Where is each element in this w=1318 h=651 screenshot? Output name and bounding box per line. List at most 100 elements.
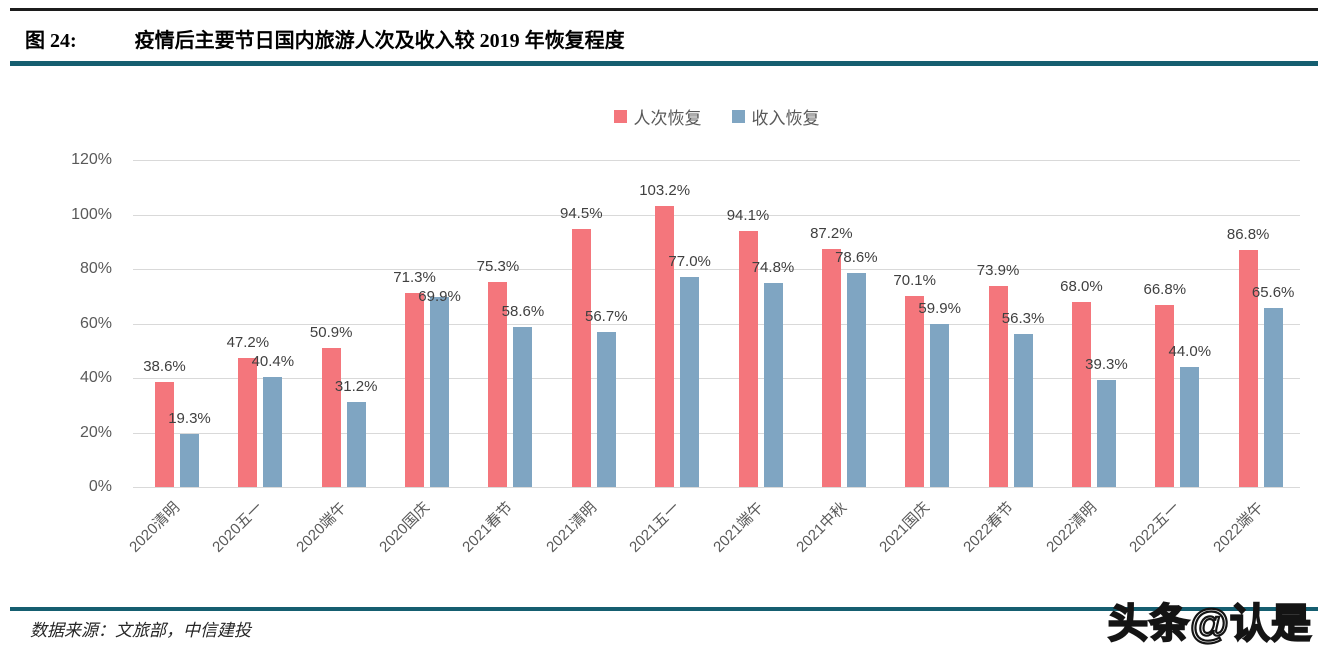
bar-收入恢复 bbox=[1013, 333, 1033, 487]
figure-header: 图 24: 疫情后主要节日国内旅游人次及收入较 2019 年恢复程度 bbox=[25, 24, 625, 53]
gridline bbox=[133, 269, 1300, 270]
bar-人次恢复 bbox=[1238, 250, 1258, 487]
value-label-人次恢复: 103.2% bbox=[639, 181, 691, 199]
figure-number-label: 图 24: bbox=[25, 30, 77, 52]
x-tick-label: 2022端午 bbox=[1209, 499, 1267, 556]
x-tick-label: 2021清明 bbox=[542, 499, 600, 556]
y-tick-label: 40% bbox=[79, 369, 112, 386]
bar-收入恢复 bbox=[1180, 367, 1200, 487]
bar-收入恢复 bbox=[346, 401, 366, 487]
x-tick-label: 2020国庆 bbox=[376, 499, 434, 556]
legend-item-收入恢复: 收入恢复 bbox=[731, 104, 820, 129]
gridline bbox=[133, 432, 1300, 434]
value-label-收入恢复: 56.7% bbox=[585, 308, 628, 326]
chart-legend: 人次恢复 收入恢复 bbox=[133, 104, 1300, 129]
value-label-人次恢复: 66.8% bbox=[1143, 280, 1187, 298]
bar-人次恢复 bbox=[821, 249, 841, 487]
y-tick-label: 0% bbox=[88, 478, 112, 495]
bar-人次恢复 bbox=[488, 281, 508, 487]
bar-人次恢复 bbox=[571, 229, 591, 487]
value-label-收入恢复: 65.6% bbox=[1251, 284, 1295, 302]
gridline bbox=[133, 214, 1300, 216]
value-label-人次恢复: 71.3% bbox=[393, 268, 436, 286]
bar-收入恢复 bbox=[930, 323, 950, 487]
x-tick-label: 2021中秋 bbox=[793, 499, 850, 556]
bar-收入恢复 bbox=[1096, 379, 1116, 487]
bar-人次恢复 bbox=[738, 230, 758, 487]
x-tick-label: 2020端午 bbox=[292, 499, 350, 556]
gridline bbox=[133, 487, 1300, 488]
legend-swatch-icon bbox=[613, 110, 627, 123]
value-label-人次恢复: 87.2% bbox=[810, 225, 853, 243]
value-label-人次恢复: 86.8% bbox=[1226, 226, 1270, 244]
bar-人次恢复 bbox=[238, 358, 258, 487]
value-label-人次恢复: 73.9% bbox=[976, 261, 1020, 279]
x-tick-label: 2021国庆 bbox=[876, 499, 934, 556]
bar-收入恢复 bbox=[763, 283, 783, 487]
value-label-人次恢复: 75.3% bbox=[476, 257, 520, 275]
y-tick-label: 100% bbox=[71, 205, 112, 223]
value-label-人次恢复: 94.1% bbox=[726, 206, 770, 224]
bar-人次恢复 bbox=[1155, 304, 1175, 487]
y-tick-label: 120% bbox=[71, 151, 112, 168]
bar-人次恢复 bbox=[405, 292, 425, 487]
figure-title: 疫情后主要节日国内旅游人次及收入较 2019 年恢复程度 bbox=[134, 30, 625, 52]
bar-收入恢复 bbox=[846, 272, 866, 487]
x-tick-label: 2022清明 bbox=[1043, 499, 1100, 556]
watermark: 头条@认是 bbox=[1107, 601, 1312, 647]
legend-label: 收入恢复 bbox=[751, 109, 820, 128]
bar-人次恢复 bbox=[905, 295, 925, 487]
value-label-收入恢复: 56.3% bbox=[1001, 309, 1045, 327]
value-label-人次恢复: 68.0% bbox=[1060, 277, 1103, 295]
bar-收入恢复 bbox=[596, 332, 616, 487]
gridline bbox=[133, 323, 1300, 325]
value-label-收入恢复: 58.6% bbox=[501, 303, 545, 321]
gridline bbox=[133, 378, 1300, 379]
bar-收入恢复 bbox=[263, 376, 283, 487]
gridline bbox=[133, 160, 1300, 161]
value-label-收入恢复: 59.9% bbox=[918, 299, 961, 317]
bar-人次恢复 bbox=[1071, 301, 1091, 487]
value-label-收入恢复: 78.6% bbox=[835, 248, 878, 266]
value-label-收入恢复: 39.3% bbox=[1085, 355, 1128, 373]
footer-rule bbox=[10, 607, 1318, 611]
bar-人次恢复 bbox=[988, 285, 1008, 487]
title-underline-rule bbox=[10, 61, 1318, 66]
bar-收入恢复 bbox=[513, 327, 533, 487]
value-label-收入恢复: 69.9% bbox=[418, 287, 461, 305]
value-label-收入恢复: 31.2% bbox=[334, 377, 378, 395]
y-tick-label: 80% bbox=[79, 260, 112, 277]
value-label-收入恢复: 77.0% bbox=[668, 253, 711, 271]
bar-收入恢复 bbox=[430, 296, 450, 487]
x-tick-label: 2022五一 bbox=[1126, 499, 1184, 556]
value-label-人次恢复: 47.2% bbox=[226, 334, 270, 352]
value-label-人次恢复: 94.5% bbox=[560, 205, 603, 223]
x-tick-label: 2021春节 bbox=[459, 499, 517, 556]
bar-收入恢复 bbox=[680, 277, 700, 487]
legend-swatch-icon bbox=[731, 110, 745, 123]
data-source-note: 数据来源：文旅部，中信建投 bbox=[30, 621, 251, 640]
top-rule bbox=[10, 8, 1318, 11]
value-label-人次恢复: 70.1% bbox=[893, 271, 936, 289]
x-tick-label: 2021五一 bbox=[626, 499, 684, 556]
y-tick-label: 20% bbox=[79, 423, 112, 441]
bar-人次恢复 bbox=[321, 348, 341, 487]
value-label-收入恢复: 44.0% bbox=[1168, 343, 1212, 361]
bar-人次恢复 bbox=[155, 381, 174, 487]
value-label-人次恢复: 50.9% bbox=[309, 324, 353, 342]
value-label-人次恢复: 38.6% bbox=[143, 357, 186, 375]
value-label-收入恢复: 74.8% bbox=[751, 259, 795, 277]
x-tick-label: 2020清明 bbox=[126, 499, 184, 556]
value-label-收入恢复: 19.3% bbox=[168, 410, 211, 428]
x-tick-label: 2020五一 bbox=[209, 499, 267, 556]
legend-item-人次恢复: 人次恢复 bbox=[613, 104, 702, 129]
bar-收入恢复 bbox=[180, 434, 199, 487]
bar-人次恢复 bbox=[655, 205, 675, 487]
legend-label: 人次恢复 bbox=[633, 109, 702, 128]
bar-收入恢复 bbox=[1263, 308, 1283, 487]
y-tick-label: 60% bbox=[79, 314, 112, 332]
x-tick-label: 2022春节 bbox=[959, 499, 1017, 556]
value-label-收入恢复: 40.4% bbox=[251, 353, 295, 371]
